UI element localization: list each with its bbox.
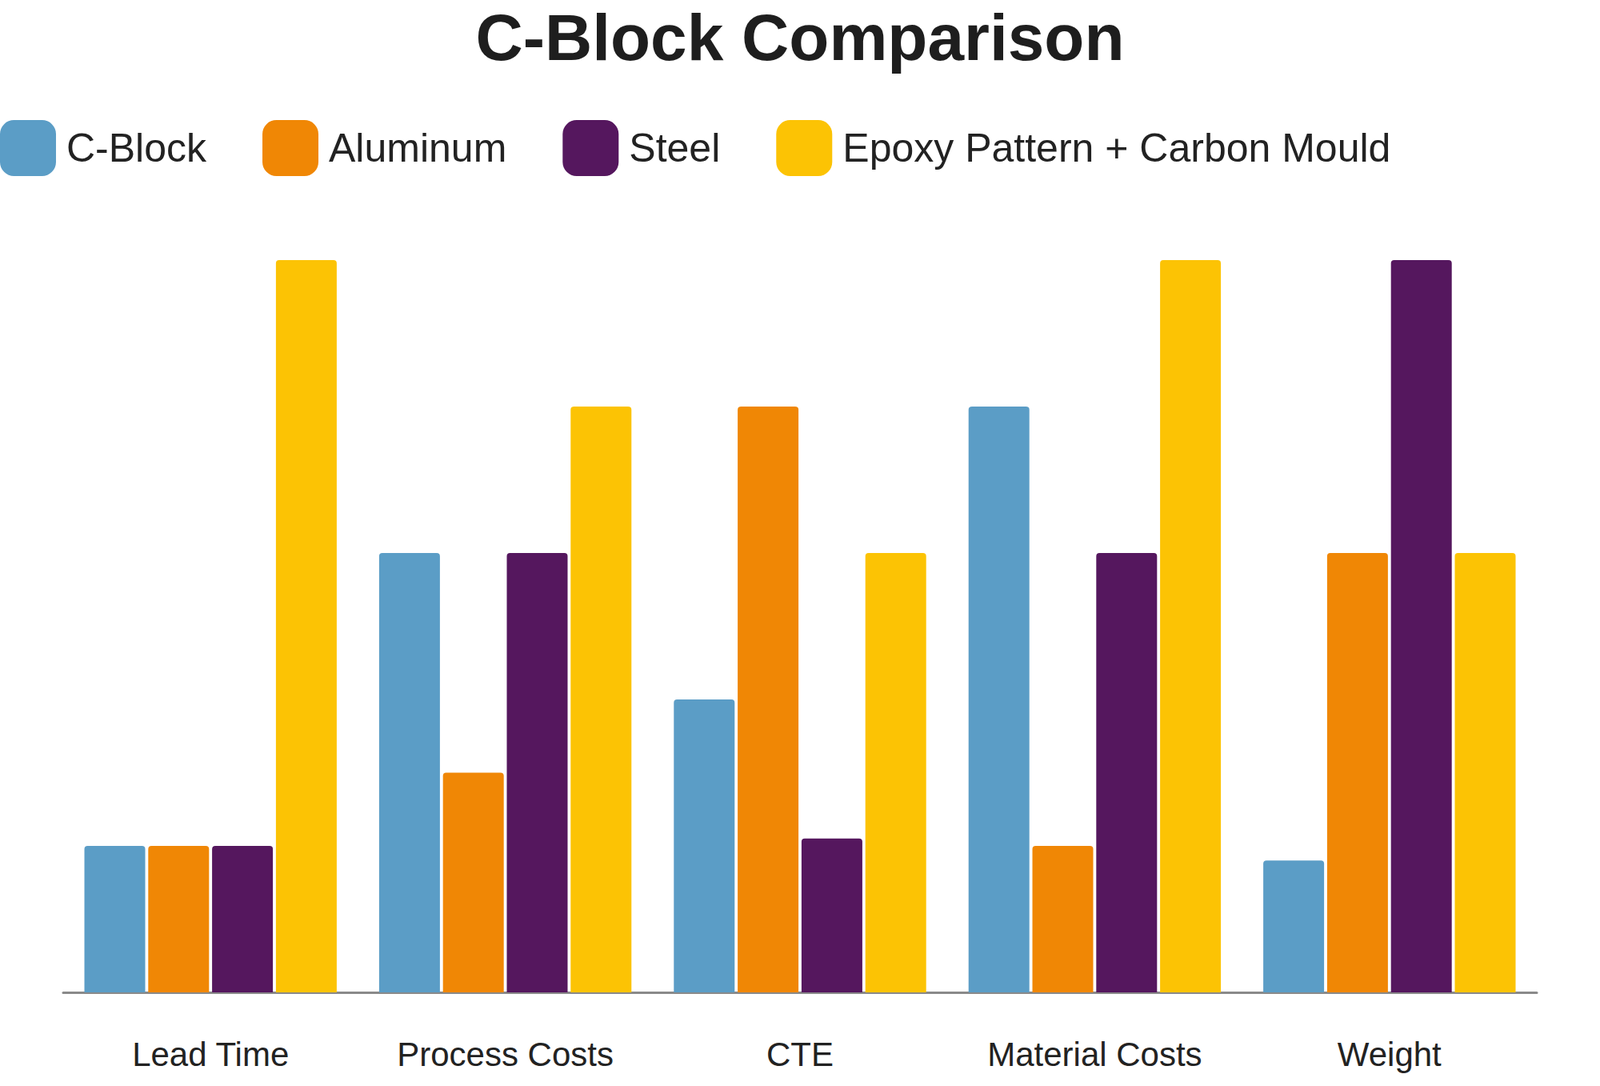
svg-text:Lead Time: Lead Time bbox=[132, 1035, 289, 1073]
svg-text:Aluminum: Aluminum bbox=[328, 125, 507, 171]
svg-text:C-Block Comparison: C-Block Comparison bbox=[476, 0, 1125, 74]
svg-text:Weight: Weight bbox=[1337, 1035, 1442, 1073]
svg-text:Process Costs: Process Costs bbox=[396, 1035, 614, 1073]
svg-text:CTE: CTE bbox=[766, 1035, 834, 1073]
svg-text:Material Costs: Material Costs bbox=[987, 1035, 1202, 1073]
svg-text:C-Block: C-Block bbox=[66, 125, 208, 171]
svg-text:Steel: Steel bbox=[628, 125, 720, 171]
svg-text:Epoxy Pattern + Carbon Mould: Epoxy Pattern + Carbon Mould bbox=[842, 125, 1391, 171]
